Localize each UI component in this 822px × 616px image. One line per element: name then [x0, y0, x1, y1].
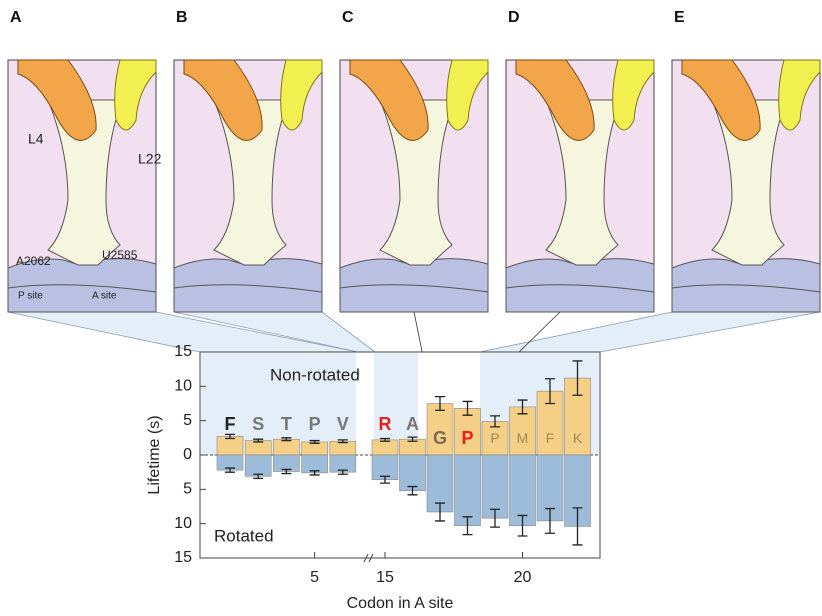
bar-letter: T — [281, 414, 292, 434]
error-bar — [225, 467, 235, 473]
panel-label: A — [10, 9, 22, 26]
annotation: P site — [18, 291, 43, 302]
axis-break — [363, 553, 374, 563]
x-axis-label: Codon in A site — [347, 595, 454, 612]
bar-letter: A — [406, 414, 419, 434]
error-bar — [407, 436, 418, 442]
y-tick-label: 5 — [183, 412, 192, 429]
bar-letter: K — [573, 430, 583, 446]
error-bar — [225, 433, 235, 440]
error-bar — [253, 438, 264, 443]
x-tick-label: 15 — [376, 569, 394, 586]
error-bar — [462, 516, 473, 536]
bar-letter: P — [461, 428, 473, 448]
bar — [481, 454, 509, 519]
funnels — [7, 311, 821, 401]
error-bar — [380, 475, 390, 484]
panel-label: C — [342, 9, 354, 26]
bar-letter: P — [490, 430, 499, 446]
bar-letter: F — [225, 414, 236, 434]
error-bar — [281, 468, 292, 475]
legend-label: Non-rotated — [270, 365, 360, 384]
y-tick-label: 10 — [174, 515, 192, 532]
bar — [371, 454, 399, 481]
error-bar — [337, 469, 348, 475]
annotation: L4 — [28, 131, 44, 147]
annotation: A site — [92, 291, 117, 302]
panel-label: E — [674, 9, 685, 26]
annotation: U2585 — [102, 248, 138, 262]
y-tick-label: 15 — [174, 343, 192, 360]
error-bar — [253, 473, 264, 479]
error-bar — [380, 437, 390, 442]
bar-letter: P — [309, 414, 321, 434]
panel-label: D — [508, 9, 520, 26]
bar-letter: F — [546, 430, 555, 446]
y-tick-label: 10 — [174, 378, 192, 395]
bar-letter: M — [517, 430, 529, 446]
error-bar — [407, 485, 418, 496]
error-bar — [490, 415, 500, 428]
panel-label: B — [176, 9, 188, 26]
error-bar — [517, 399, 528, 415]
y-tick-label: 0 — [183, 446, 192, 463]
bar — [371, 439, 399, 456]
error-bar — [309, 470, 320, 476]
bar-letter: G — [433, 428, 447, 448]
error-bar — [281, 437, 292, 442]
error-bar — [490, 508, 500, 528]
bar — [273, 438, 300, 456]
bar — [454, 454, 481, 527]
y-tick-label: 5 — [183, 481, 192, 498]
error-bar — [545, 378, 555, 405]
y-tick-label: 15 — [174, 549, 192, 566]
x-tick-label: 20 — [514, 569, 532, 586]
bar — [426, 403, 454, 456]
bar-letter: V — [337, 414, 349, 434]
bar — [399, 454, 426, 492]
legend-label: Rotated — [214, 526, 274, 545]
error-bar — [462, 400, 473, 416]
x-tick-label: 5 — [310, 569, 319, 586]
bar-letter: S — [252, 414, 264, 434]
panels — [7, 59, 821, 313]
error-bar — [309, 439, 320, 444]
error-bar — [572, 507, 583, 546]
error-bar — [435, 395, 445, 412]
bar — [329, 440, 357, 456]
error-bar — [337, 439, 348, 444]
error-bar — [572, 360, 583, 396]
bar — [216, 436, 244, 456]
annotation: L22 — [138, 151, 162, 167]
error-bar — [435, 502, 445, 522]
bar-letter: R — [379, 414, 392, 434]
bar — [244, 454, 272, 477]
error-bar — [545, 507, 555, 534]
bar — [244, 440, 272, 456]
y-axis-label: Lifetime (s) — [146, 415, 163, 494]
bar — [536, 454, 564, 522]
annotation: A2062 — [16, 254, 51, 268]
error-bar — [517, 514, 528, 537]
bar — [509, 454, 536, 527]
